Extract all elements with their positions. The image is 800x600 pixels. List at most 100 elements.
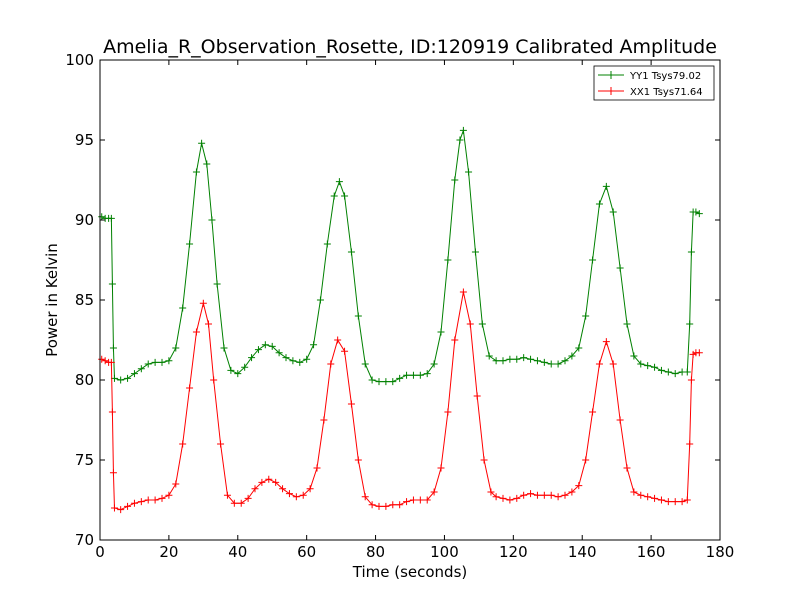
data-point-marker — [144, 496, 152, 504]
y-axis-label: Power in Kelvin — [43, 243, 61, 357]
data-point-marker — [310, 341, 318, 349]
data-point-marker — [459, 288, 467, 296]
data-point-marker — [151, 496, 159, 504]
data-point-marker — [223, 491, 231, 499]
data-point-marker — [130, 499, 138, 507]
legend-marker — [607, 71, 615, 79]
data-point-marker — [437, 464, 445, 472]
data-point-marker — [268, 342, 276, 350]
data-point-marker — [437, 328, 445, 336]
data-point-marker — [230, 499, 238, 507]
data-point-marker — [137, 365, 145, 373]
data-point-marker — [320, 416, 328, 424]
data-point-marker — [575, 344, 583, 352]
data-point-marker — [272, 478, 280, 486]
data-point-marker — [561, 491, 569, 499]
y-tick-label: 70 — [75, 531, 94, 549]
data-point-marker — [664, 368, 672, 376]
data-point-marker — [466, 320, 474, 328]
data-point-marker — [527, 490, 535, 498]
data-point-marker — [279, 485, 287, 493]
y-tick-label: 80 — [75, 371, 94, 389]
data-point-marker — [616, 416, 624, 424]
data-point-marker — [361, 493, 369, 501]
data-point-marker — [499, 494, 507, 502]
data-point-marker — [299, 491, 307, 499]
data-point-marker — [589, 408, 597, 416]
data-point-marker — [375, 502, 383, 510]
y-tick-label: 75 — [75, 451, 94, 469]
data-point-marker — [485, 352, 493, 360]
data-point-marker — [459, 126, 467, 134]
data-point-marker — [306, 485, 314, 493]
data-point-marker — [637, 491, 645, 499]
data-point-marker — [330, 192, 338, 200]
data-point-marker — [248, 354, 256, 362]
data-point-marker — [561, 357, 569, 365]
data-point-marker — [644, 493, 652, 501]
data-point-marker — [683, 496, 691, 504]
data-point-marker — [237, 499, 245, 507]
data-point-marker — [261, 341, 269, 349]
data-point-marker — [124, 502, 132, 510]
data-point-marker — [695, 349, 703, 357]
data-point-marker — [692, 208, 700, 216]
data-point-marker — [602, 338, 610, 346]
data-point-marker — [568, 488, 576, 496]
x-tick-label: 40 — [228, 543, 247, 561]
data-point-marker — [107, 214, 115, 222]
series-2 — [98, 288, 703, 514]
data-point-marker — [213, 280, 221, 288]
legend-box — [593, 65, 715, 101]
data-point-marker — [234, 370, 242, 378]
y-axis: 70 75 80 85 90 95 100 — [65, 51, 720, 549]
x-tick-label: 60 — [297, 543, 316, 561]
data-point-marker — [513, 494, 521, 502]
legend-label: YY1 Tsys79.02 — [629, 71, 701, 82]
data-point-marker — [444, 408, 452, 416]
x-tick-label: 100 — [430, 543, 459, 561]
data-point-marker — [220, 344, 228, 352]
data-point-marker — [165, 357, 173, 365]
data-point-marker — [678, 498, 686, 506]
legend-item: XX1 Tsys71.64 — [598, 87, 703, 98]
data-point-marker — [186, 384, 194, 392]
data-point-marker — [657, 496, 665, 504]
data-point-marker — [199, 299, 207, 307]
data-point-marker — [282, 354, 290, 362]
legend-label: XX1 Tsys71.64 — [630, 87, 703, 98]
data-point-marker — [254, 346, 262, 354]
legend-item: YY1 Tsys79.02 — [598, 71, 701, 82]
data-point-marker — [630, 488, 638, 496]
x-tick-label: 0 — [95, 543, 105, 561]
data-point-marker — [389, 378, 397, 386]
data-point-marker — [158, 358, 166, 366]
data-point-marker — [151, 358, 159, 366]
x-axis-label: Time (seconds) — [352, 563, 468, 581]
data-point-marker — [198, 139, 206, 147]
data-point-marker — [275, 349, 283, 357]
data-point-marker — [416, 371, 424, 379]
data-point-marker — [451, 336, 459, 344]
data-point-marker — [487, 488, 495, 496]
y-tick-label: 85 — [75, 291, 94, 309]
data-point-marker — [347, 400, 355, 408]
data-point-marker — [109, 469, 117, 477]
data-point-marker — [334, 336, 342, 344]
data-point-marker — [499, 357, 507, 365]
data-point-marker — [444, 256, 452, 264]
data-point-marker — [478, 320, 486, 328]
data-point-marker — [192, 168, 200, 176]
data-point-marker — [423, 496, 431, 504]
data-point-marker — [227, 366, 235, 374]
data-point-marker — [568, 352, 576, 360]
data-point-marker — [416, 496, 424, 504]
data-point-marker — [303, 355, 311, 363]
series-line — [101, 130, 700, 383]
data-point-marker — [664, 498, 672, 506]
data-point-marker — [687, 248, 695, 256]
chart-title: Amelia_R_Observation_Rosette, ID:120919 … — [103, 36, 717, 58]
data-point-marker — [341, 192, 349, 200]
data-point-marker — [382, 502, 390, 510]
